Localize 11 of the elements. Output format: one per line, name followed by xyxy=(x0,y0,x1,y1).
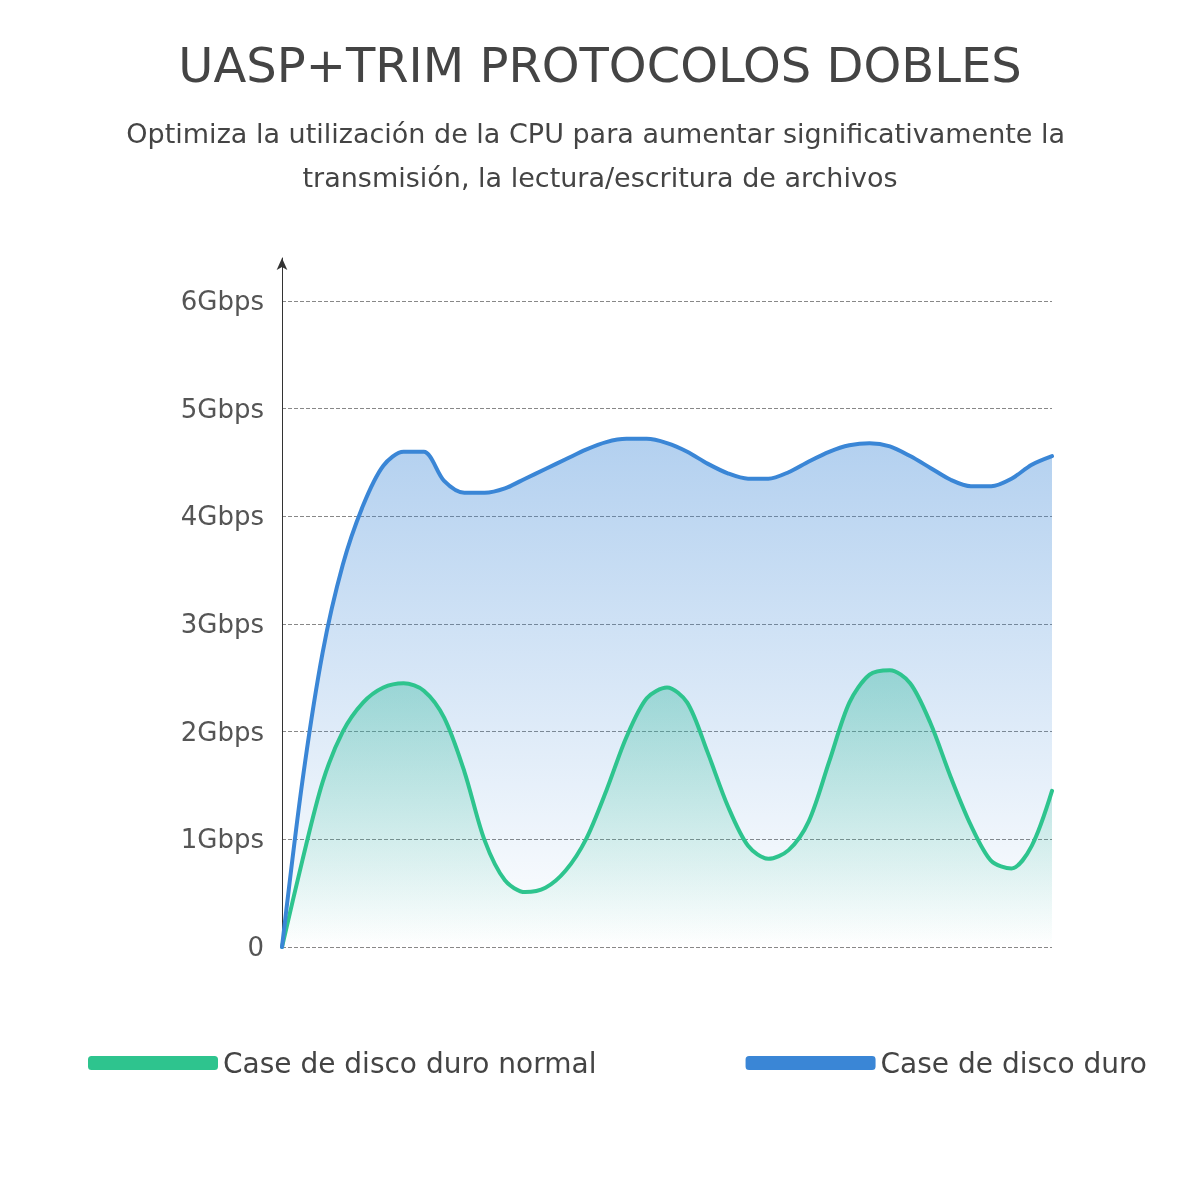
y-tick-label: 5Gbps xyxy=(180,393,264,424)
chart-subtitle: Optimiza la utilización de la CPU para aumentar significativamente la transmisión, la lectura/escritura de archivos xyxy=(126,117,1074,193)
chart-title: UASP+TRIM PROTOCOLOS DOBLES xyxy=(178,37,1022,93)
legend-label: Case de disco duro normal xyxy=(223,1046,597,1080)
y-tick-label: 0 xyxy=(247,932,264,962)
y-tick-label: 1Gbps xyxy=(180,824,264,855)
y-tick-label: 6Gbps xyxy=(180,286,264,317)
y-tick-label: 2Gbps xyxy=(180,716,264,747)
y-tick-label: 3Gbps xyxy=(180,609,264,640)
legend-label: Case de disco duro xyxy=(880,1046,1147,1080)
y-tick-label: 4Gbps xyxy=(180,501,264,532)
